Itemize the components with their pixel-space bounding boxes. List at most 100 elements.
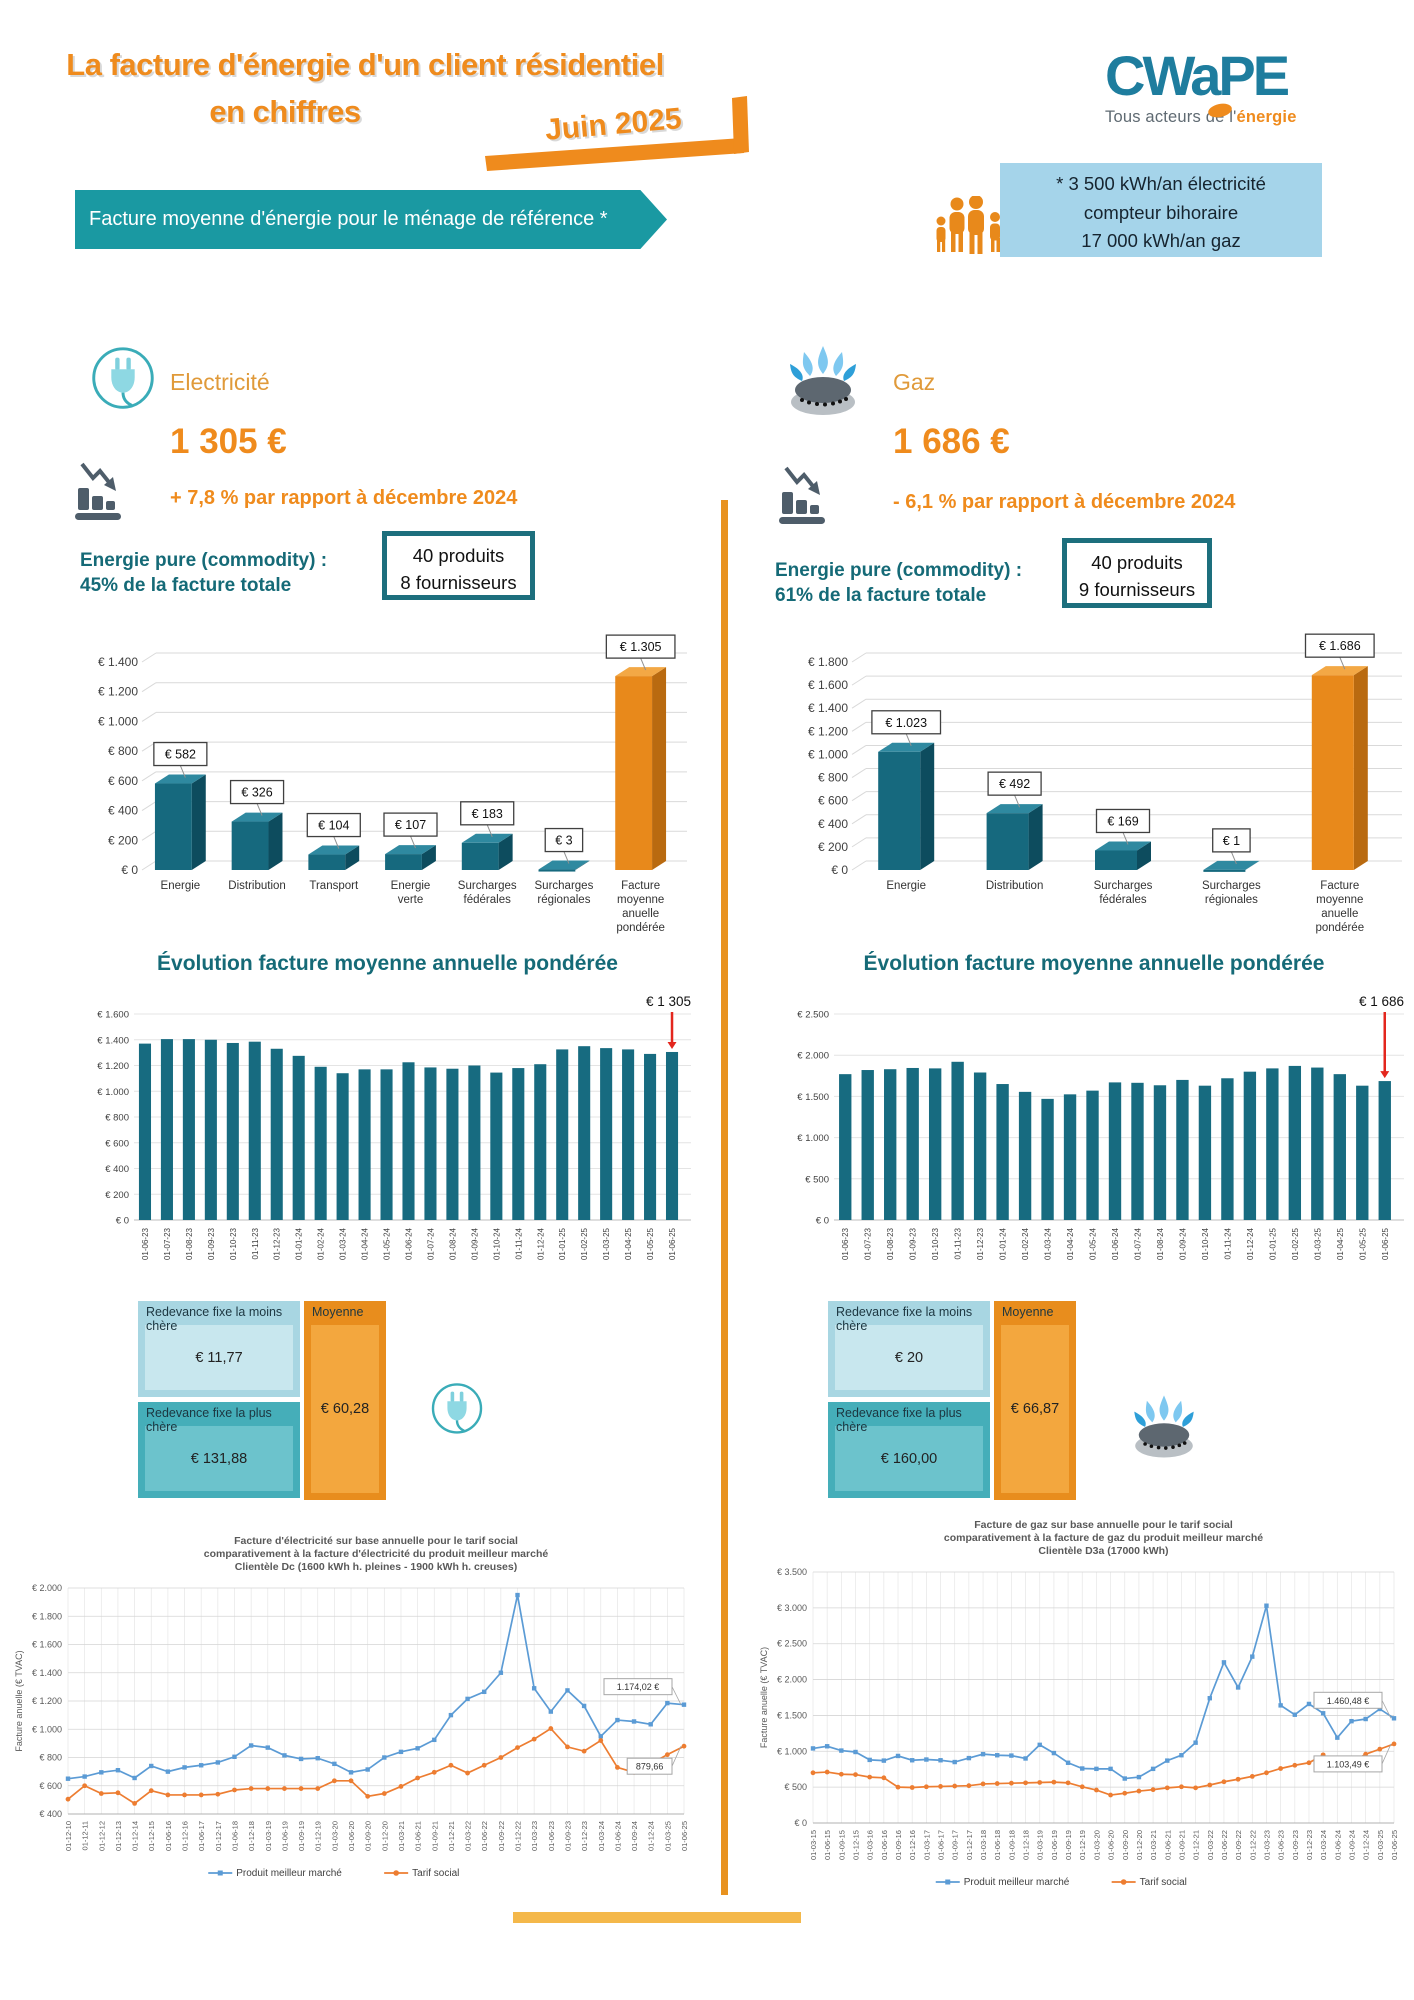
svg-text:01-05-25: 01-05-25: [1358, 1227, 1367, 1260]
svg-text:Clientèle Dc (1600 kWh h. plei: Clientèle Dc (1600 kWh h. pleines - 1900…: [235, 1561, 517, 1573]
svg-text:Distribution: Distribution: [228, 880, 286, 892]
svg-text:Tarif social: Tarif social: [412, 1868, 459, 1879]
svg-text:01-03-19: 01-03-19: [264, 1821, 273, 1851]
cwape-logo-tagline: Tous acteurs de l'énergie: [1105, 108, 1405, 127]
svg-text:€ 1.400: € 1.400: [808, 701, 848, 715]
svg-text:01-09-20: 01-09-20: [364, 1821, 373, 1851]
svg-text:01-12-19: 01-12-19: [314, 1821, 323, 1851]
svg-text:€ 582: € 582: [165, 748, 196, 762]
svg-text:€ 600: € 600: [105, 1138, 129, 1149]
svg-text:Facture d'électricité sur base: Facture d'électricité sur base annuelle …: [234, 1535, 518, 1547]
svg-text:01-12-14: 01-12-14: [131, 1821, 140, 1851]
svg-text:€ 0: € 0: [116, 1216, 129, 1227]
svg-text:01-06-21: 01-06-21: [1163, 1830, 1172, 1860]
elec-redevance-priciest-label: Redevance fixe la plus chère: [146, 1406, 272, 1434]
electricity-evolution-title: Évolution facture moyenne annuelle pondé…: [157, 952, 618, 975]
svg-text:01-03-16: 01-03-16: [866, 1830, 875, 1860]
svg-text:Facture: Facture: [621, 880, 660, 892]
svg-text:moyenne: moyenne: [617, 894, 664, 906]
electricity-change: + 7,8 % par rapport à décembre 2024: [170, 487, 518, 509]
svg-text:01-12-12: 01-12-12: [97, 1821, 106, 1851]
svg-text:01-06-22: 01-06-22: [480, 1821, 489, 1851]
svg-text:01-03-25: 01-03-25: [663, 1821, 672, 1851]
electricity-products-box: 40 produits 8 fournisseurs: [382, 531, 535, 600]
column-divider: [721, 500, 728, 1895]
svg-text:01-03-22: 01-03-22: [1206, 1830, 1215, 1860]
svg-text:01-12-18: 01-12-18: [1022, 1830, 1031, 1860]
svg-text:Facture de gaz sur base annuel: Facture de gaz sur base annuelle pour le…: [974, 1519, 1233, 1531]
svg-text:€ 0: € 0: [794, 1818, 807, 1828]
svg-text:01-04-25: 01-04-25: [624, 1227, 633, 1260]
svg-text:01-04-24: 01-04-24: [1066, 1227, 1075, 1260]
svg-text:Energie: Energie: [161, 880, 201, 892]
orange-ribbon-shape: [485, 96, 749, 171]
gas-burner-small-icon: [1134, 1395, 1194, 1458]
svg-text:€ 800: € 800: [39, 1753, 62, 1763]
svg-text:Produit meilleur marché: Produit meilleur marché: [964, 1877, 1070, 1888]
electricity-amount: 1 305 €: [170, 422, 287, 461]
svg-text:01-03-20: 01-03-20: [1092, 1830, 1101, 1860]
svg-text:01-07-23: 01-07-23: [163, 1227, 172, 1260]
svg-text:01-06-19: 01-06-19: [280, 1821, 289, 1851]
svg-text:01-08-24: 01-08-24: [1156, 1227, 1165, 1260]
svg-text:01-03-24: 01-03-24: [597, 1821, 606, 1851]
svg-text:€ 1 686: € 1 686: [1359, 994, 1404, 1009]
svg-text:01-06-23: 01-06-23: [1277, 1830, 1286, 1860]
note-line2: compteur bihoraire: [1083, 201, 1239, 223]
svg-text:01-06-21: 01-06-21: [414, 1821, 423, 1851]
gas-redevance-cheapest-label: Redevance fixe la moins chère: [836, 1305, 973, 1333]
svg-text:€ 1.200: € 1.200: [808, 724, 848, 738]
svg-text:01-06-18: 01-06-18: [230, 1821, 239, 1851]
svg-text:Clientèle D3a (17000 kWh): Clientèle D3a (17000 kWh): [1038, 1545, 1168, 1557]
svg-text:01-09-23: 01-09-23: [207, 1227, 216, 1260]
svg-text:€ 2.000: € 2.000: [777, 1675, 807, 1685]
elec-redevance-cheapest-box: Redevance fixe la moins chère € 11,77: [138, 1301, 300, 1397]
svg-text:01-05-25: 01-05-25: [646, 1227, 655, 1260]
svg-text:verte: verte: [398, 894, 424, 906]
svg-text:01-12-24: 01-12-24: [1246, 1227, 1255, 1260]
svg-text:01-06-22: 01-06-22: [1220, 1830, 1229, 1860]
svg-text:01-11-23: 01-11-23: [954, 1227, 963, 1259]
svg-text:1.460,48 €: 1.460,48 €: [1327, 1696, 1370, 1706]
svg-text:01-12-11: 01-12-11: [81, 1821, 90, 1850]
svg-text:01-03-21: 01-03-21: [1149, 1830, 1158, 1860]
svg-text:01-09-19: 01-09-19: [1064, 1830, 1073, 1860]
svg-text:01-09-21: 01-09-21: [430, 1821, 439, 1851]
svg-text:01-09-15: 01-09-15: [837, 1830, 846, 1860]
svg-text:879,66: 879,66: [636, 1762, 664, 1772]
svg-text:€ 1.000: € 1.000: [32, 1724, 62, 1734]
gas-tarif-social-chart: Facture de gaz sur base annuelle pour le…: [755, 1512, 1410, 1897]
footer-accent-bar: [513, 1912, 801, 1923]
gas-suppliers-count: 9 fournisseurs: [1078, 578, 1196, 600]
svg-text:€ 2.000: € 2.000: [32, 1583, 62, 1593]
svg-text:01-07-23: 01-07-23: [864, 1227, 873, 1260]
svg-text:01-06-25: 01-06-25: [1381, 1227, 1390, 1260]
svg-text:€ 1.500: € 1.500: [777, 1710, 807, 1720]
electricity-products-count: 40 produits: [412, 545, 505, 566]
svg-text:Energie: Energie: [391, 880, 431, 892]
svg-text:€ 1: € 1: [1223, 834, 1240, 848]
gas-redevance-average-value: € 66,87: [1001, 1325, 1069, 1493]
electricity-breakdown-chart: € 0 € 200 € 400 € 600 € 800 € 1.000 € 1.200 € 1…: [80, 628, 695, 946]
gas-amount: 1 686 €: [893, 422, 1010, 461]
electricity-plug-icon: [92, 347, 154, 409]
svg-text:01-06-24: 01-06-24: [613, 1821, 622, 1851]
svg-text:01-01-24: 01-01-24: [295, 1227, 304, 1260]
electricity-commodity-share: Energie pure (commodity) : 45% de la fac…: [80, 548, 327, 598]
svg-text:€ 1.000: € 1.000: [797, 1133, 829, 1144]
electricity-declining-chart-icon: [75, 462, 121, 520]
svg-text:Produit meilleur marché: Produit meilleur marché: [236, 1868, 342, 1879]
svg-text:01-06-25: 01-06-25: [668, 1227, 677, 1260]
svg-text:01-06-16: 01-06-16: [880, 1830, 889, 1860]
svg-text:01-09-21: 01-09-21: [1177, 1830, 1186, 1860]
svg-text:€ 1.686: € 1.686: [1319, 639, 1361, 653]
svg-text:01-12-19: 01-12-19: [1078, 1830, 1087, 1860]
svg-text:01-03-24: 01-03-24: [339, 1227, 348, 1260]
svg-text:01-04-24: 01-04-24: [361, 1227, 370, 1260]
svg-text:€ 107: € 107: [395, 818, 426, 832]
svg-text:01-12-22: 01-12-22: [1248, 1830, 1257, 1860]
svg-text:01-09-22: 01-09-22: [1234, 1830, 1243, 1860]
svg-text:01-12-16: 01-12-16: [181, 1821, 190, 1851]
gas-redevance-average-label: Moyenne: [1002, 1305, 1054, 1319]
